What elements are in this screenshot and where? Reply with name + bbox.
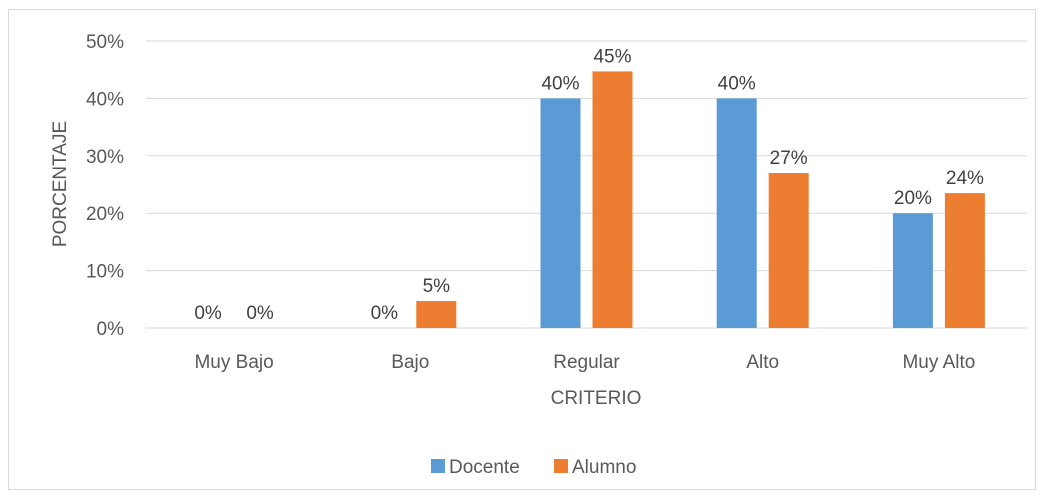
legend-swatch-alumno <box>554 459 568 473</box>
data-label: 45% <box>593 46 631 67</box>
bars <box>416 71 985 329</box>
y-tick-label: 50% <box>86 32 124 53</box>
bar-alumno-regular <box>592 71 633 328</box>
chart-frame <box>8 9 1036 490</box>
bar-docente-alto <box>716 98 757 329</box>
data-label: 27% <box>770 148 808 169</box>
data-label: 0% <box>246 303 274 324</box>
data-label: 24% <box>946 168 984 189</box>
data-label: 5% <box>423 276 451 297</box>
y-tick-label: 30% <box>86 147 124 168</box>
bar-alumno-muy-alto <box>944 193 985 328</box>
x-tick-label: Muy Bajo <box>194 352 273 373</box>
x-tick-label: Bajo <box>391 352 429 373</box>
x-tick-label: Muy Alto <box>902 352 975 373</box>
y-axis-title: PORCENTAJE <box>50 121 71 247</box>
legend-label-docente: Docente <box>449 457 520 478</box>
bar-alumno-bajo <box>416 301 457 328</box>
bar-docente-muy-alto <box>892 213 933 328</box>
bar-docente-regular <box>540 98 581 329</box>
data-label: 40% <box>718 73 756 94</box>
data-labels: 0% 0% 0% 5% 40% 45% 40% 27% 20% 24% <box>194 46 984 324</box>
legend-swatch-docente <box>431 459 445 473</box>
legend-label-alumno: Alumno <box>572 457 636 478</box>
gridlines <box>146 40 1027 329</box>
y-tick-label: 20% <box>86 204 124 225</box>
x-axis-ticks: Muy Bajo Bajo Regular Alto Muy Alto <box>194 352 975 373</box>
x-axis-title: CRITERIO <box>551 388 642 409</box>
x-tick-label: Regular <box>553 352 620 373</box>
y-tick-label: 10% <box>86 262 124 283</box>
data-label: 0% <box>371 303 399 324</box>
bar-alumno-alto <box>768 173 809 328</box>
data-label: 20% <box>894 188 932 209</box>
data-label: 0% <box>194 303 222 324</box>
y-tick-label: 0% <box>97 319 125 340</box>
y-axis-ticks: 0% 10% 20% 30% 40% 50% <box>86 32 124 340</box>
data-label: 40% <box>541 73 579 94</box>
x-tick-label: Alto <box>746 352 779 373</box>
legend: Docente Alumno <box>431 457 636 478</box>
y-tick-label: 40% <box>86 89 124 110</box>
